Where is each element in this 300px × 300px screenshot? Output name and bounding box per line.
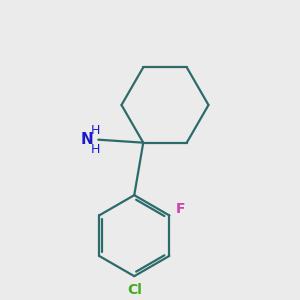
Text: F: F: [176, 202, 185, 216]
Text: H: H: [91, 124, 101, 136]
Text: H: H: [91, 143, 101, 156]
Text: N: N: [80, 132, 93, 147]
Text: Cl: Cl: [127, 283, 142, 297]
